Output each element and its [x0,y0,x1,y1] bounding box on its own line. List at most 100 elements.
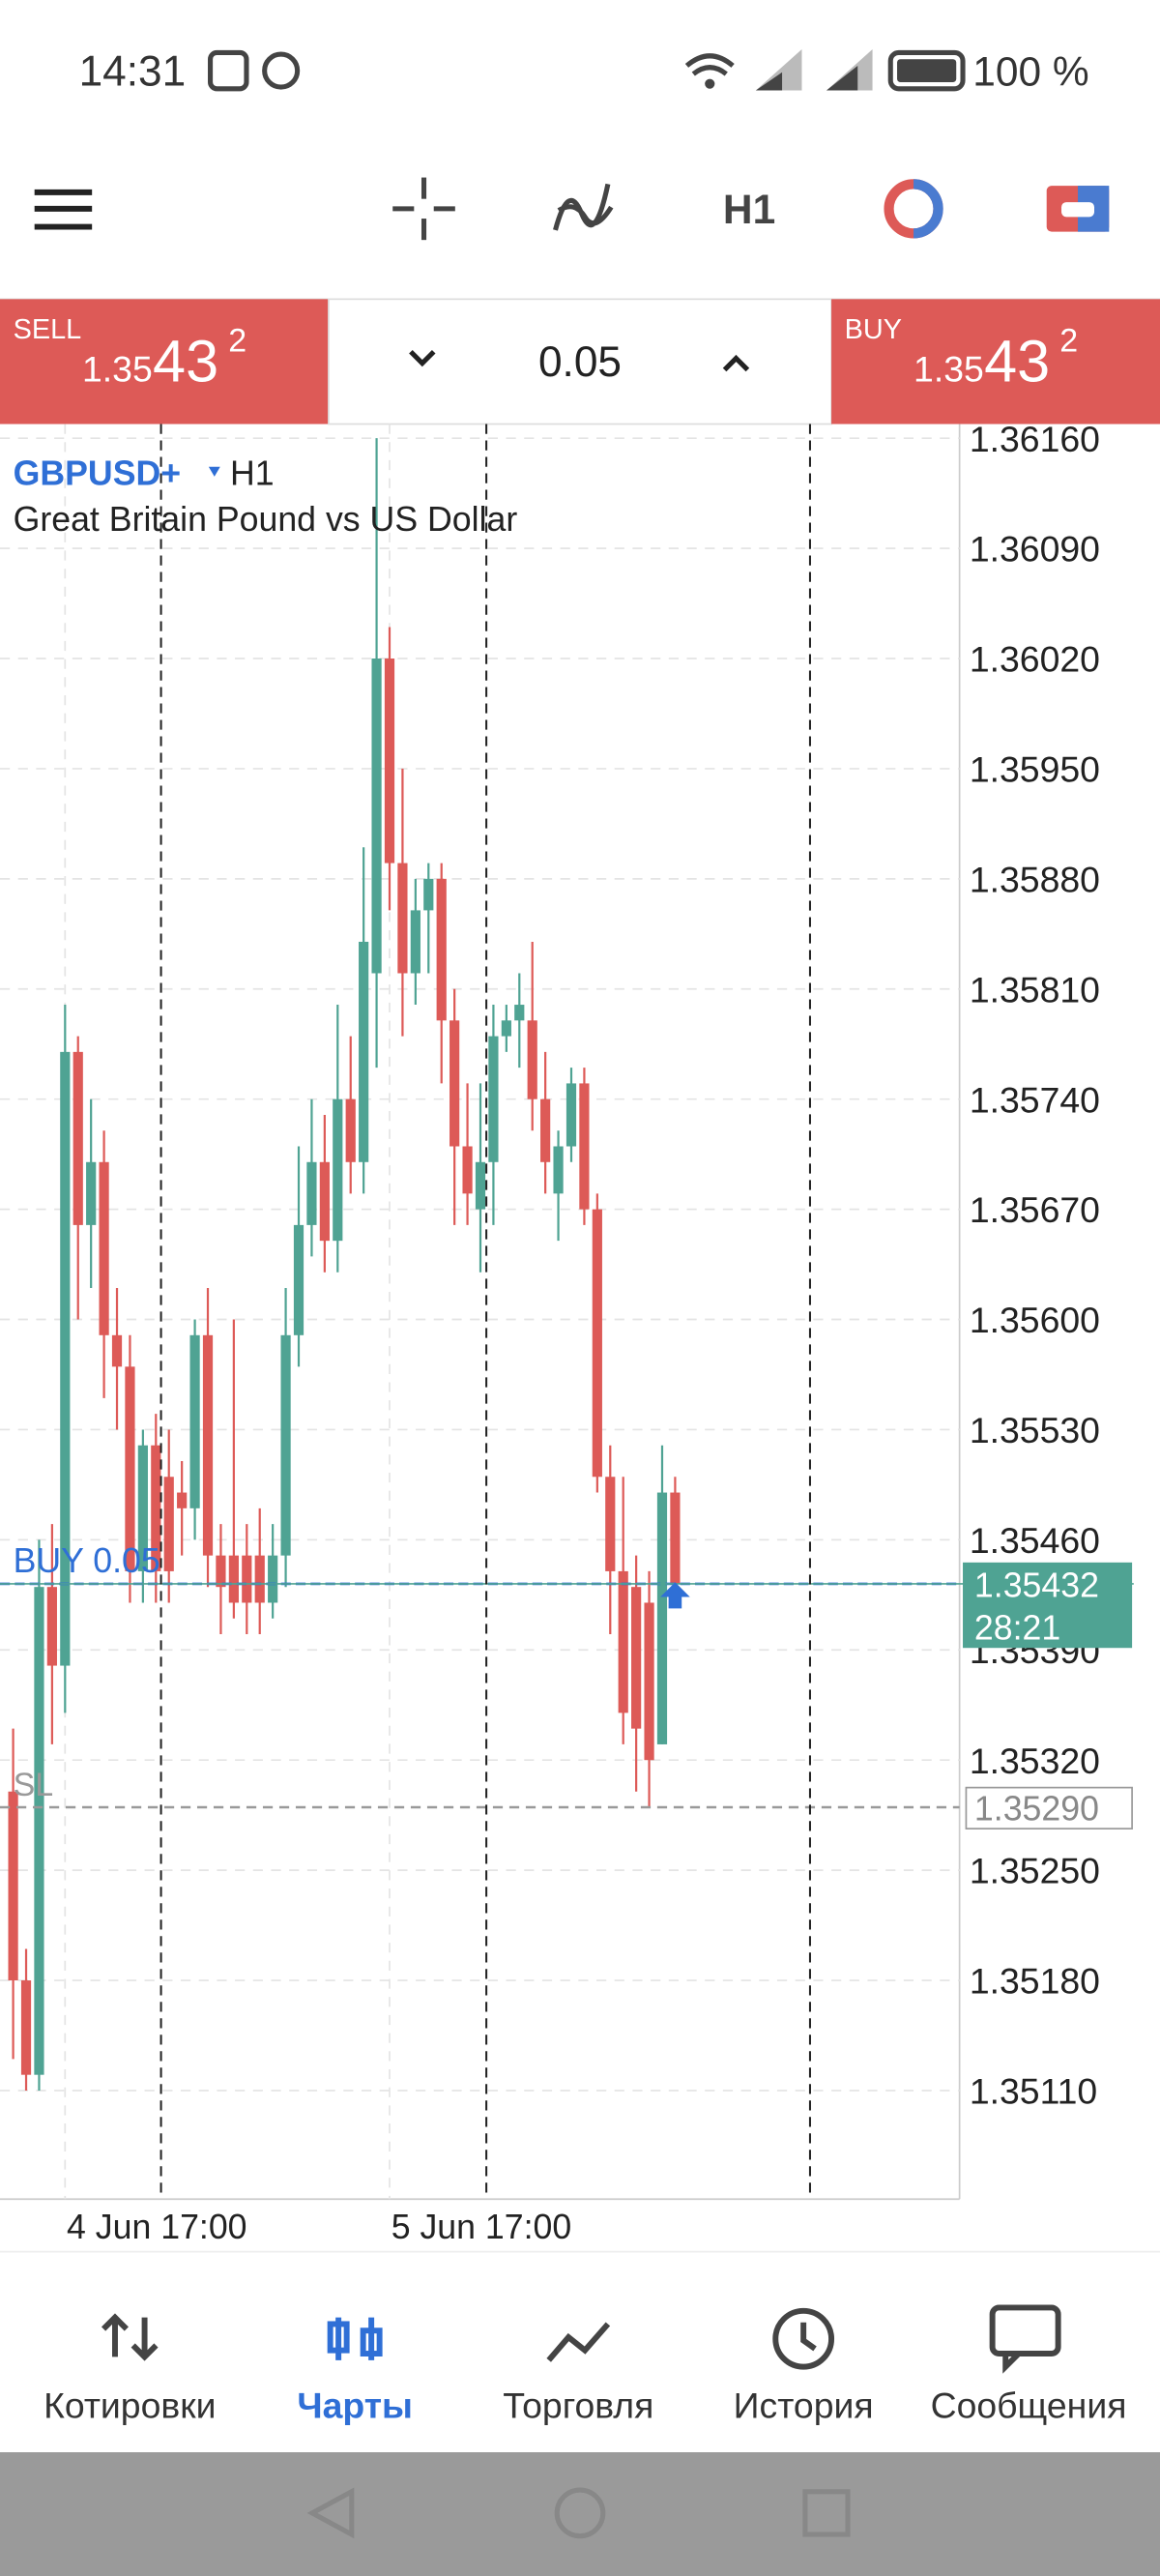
candle-body [177,1492,188,1508]
candle-body [436,878,447,1021]
y-tick-label: 1.36090 [970,529,1100,570]
candle-body [20,1980,32,2075]
y-tick-label: 1.35460 [970,1520,1100,1561]
indicators-button[interactable] [553,183,614,231]
sell-label: SELL [14,314,82,345]
position-label: BUY 0.05 [14,1541,160,1580]
candle-body [656,1492,668,1744]
y-tick-label: 1.35320 [970,1741,1100,1781]
home-button[interactable] [554,2487,606,2539]
candle-body [268,1555,278,1603]
candle-body [293,1224,304,1335]
x-tick-label: 4 Jun 17:00 [67,2208,247,2246]
sl-price: 1.35290 [974,1790,1099,1829]
y-tick-label: 1.35880 [970,859,1100,899]
y-tick-label: 1.36020 [970,639,1100,680]
buy-button[interactable] [831,299,1160,424]
y-tick-label: 1.35180 [970,1961,1100,2002]
candle-body [423,878,434,911]
candle-body [670,1492,681,1584]
sell-button[interactable] [0,299,329,424]
y-tick-label: 1.36160 [970,419,1100,459]
candle-body [384,659,395,864]
y-tick-label: 1.35670 [970,1189,1100,1230]
candle-body [86,1161,97,1225]
recents-button[interactable] [802,2489,851,2537]
day-separators [160,424,811,2200]
volume-up[interactable] [722,354,750,372]
candle-body [125,1366,135,1571]
candle-body [579,1083,590,1210]
candle-body [8,1791,18,1981]
crosshair-button[interactable] [392,177,455,241]
candle-body [163,1477,174,1571]
candle-body [34,1587,44,2075]
candle-body [371,659,382,974]
y-tick-label: 1.35530 [970,1410,1100,1450]
candle-body [592,1209,602,1478]
candle-body [345,1098,356,1162]
trade-button[interactable] [1046,186,1110,232]
candle-body [254,1555,265,1603]
buy-price-big: 43 [984,328,1050,394]
candle-body [189,1334,200,1508]
sl-label: SL [14,1767,54,1803]
volume-down[interactable] [409,349,436,367]
candle-body [202,1334,214,1556]
candle-body [319,1161,330,1242]
sell-price-small: 1.35 [82,348,153,389]
volume[interactable]: 0.05 [538,338,622,386]
candle-body [111,1334,123,1367]
status-icons [208,48,966,92]
nav-item[interactable]: Чарты [297,2385,413,2425]
candle-body [359,941,369,1162]
one-click-button[interactable] [884,179,943,239]
sell-price-sup: 2 [228,323,246,360]
candle-body [99,1161,109,1335]
candle-body [644,1602,654,1761]
x-tick-label: 5 Jun 17:00 [392,2208,572,2246]
timeframe-button[interactable]: H1 [723,188,775,233]
candle-body [605,1477,616,1571]
nav-item[interactable]: История [734,2385,874,2425]
sl-price-box [965,1786,1133,1830]
candle-body [410,910,420,974]
candle-body [462,1146,473,1194]
y-tick-label: 1.35950 [970,749,1100,790]
nav-item[interactable]: Котировки [44,2385,216,2425]
candle-body [488,1036,499,1162]
candle-body [72,1051,83,1225]
buy-label: BUY [845,314,902,345]
price-arrow [660,1582,690,1609]
y-tick-label: 1.35110 [970,2071,1097,2112]
bar-timer: 28:21 [974,1609,1060,1648]
price-box [963,1562,1133,1649]
candle-body [216,1555,226,1588]
candle-body [566,1083,577,1147]
candle-body [501,1020,511,1037]
candle-body [475,1161,486,1210]
volume-panel [328,298,832,425]
chart-description: Great Britain Pound vs US Dollar [14,500,518,539]
candle-body [306,1161,317,1225]
back-button[interactable] [306,2487,355,2539]
candle-body [242,1555,252,1603]
nav-item[interactable]: Сообщения [931,2385,1127,2425]
chart-timeframe: H1 [230,454,275,492]
nav-icons [101,2304,1061,2374]
candle-body [450,1020,460,1147]
chart-symbol[interactable]: GBPUSD+ [14,454,182,492]
candle-body [280,1334,291,1556]
battery-level: 100 % [972,49,1088,95]
candle-body [46,1587,57,1666]
candle-body [60,1051,71,1666]
candle-body [618,1570,628,1713]
symbol-dropdown[interactable] [208,466,220,477]
menu-button[interactable] [34,189,93,230]
candle-body [228,1555,239,1603]
candle-body [540,1098,551,1162]
nav-item[interactable]: Торговля [503,2385,653,2425]
